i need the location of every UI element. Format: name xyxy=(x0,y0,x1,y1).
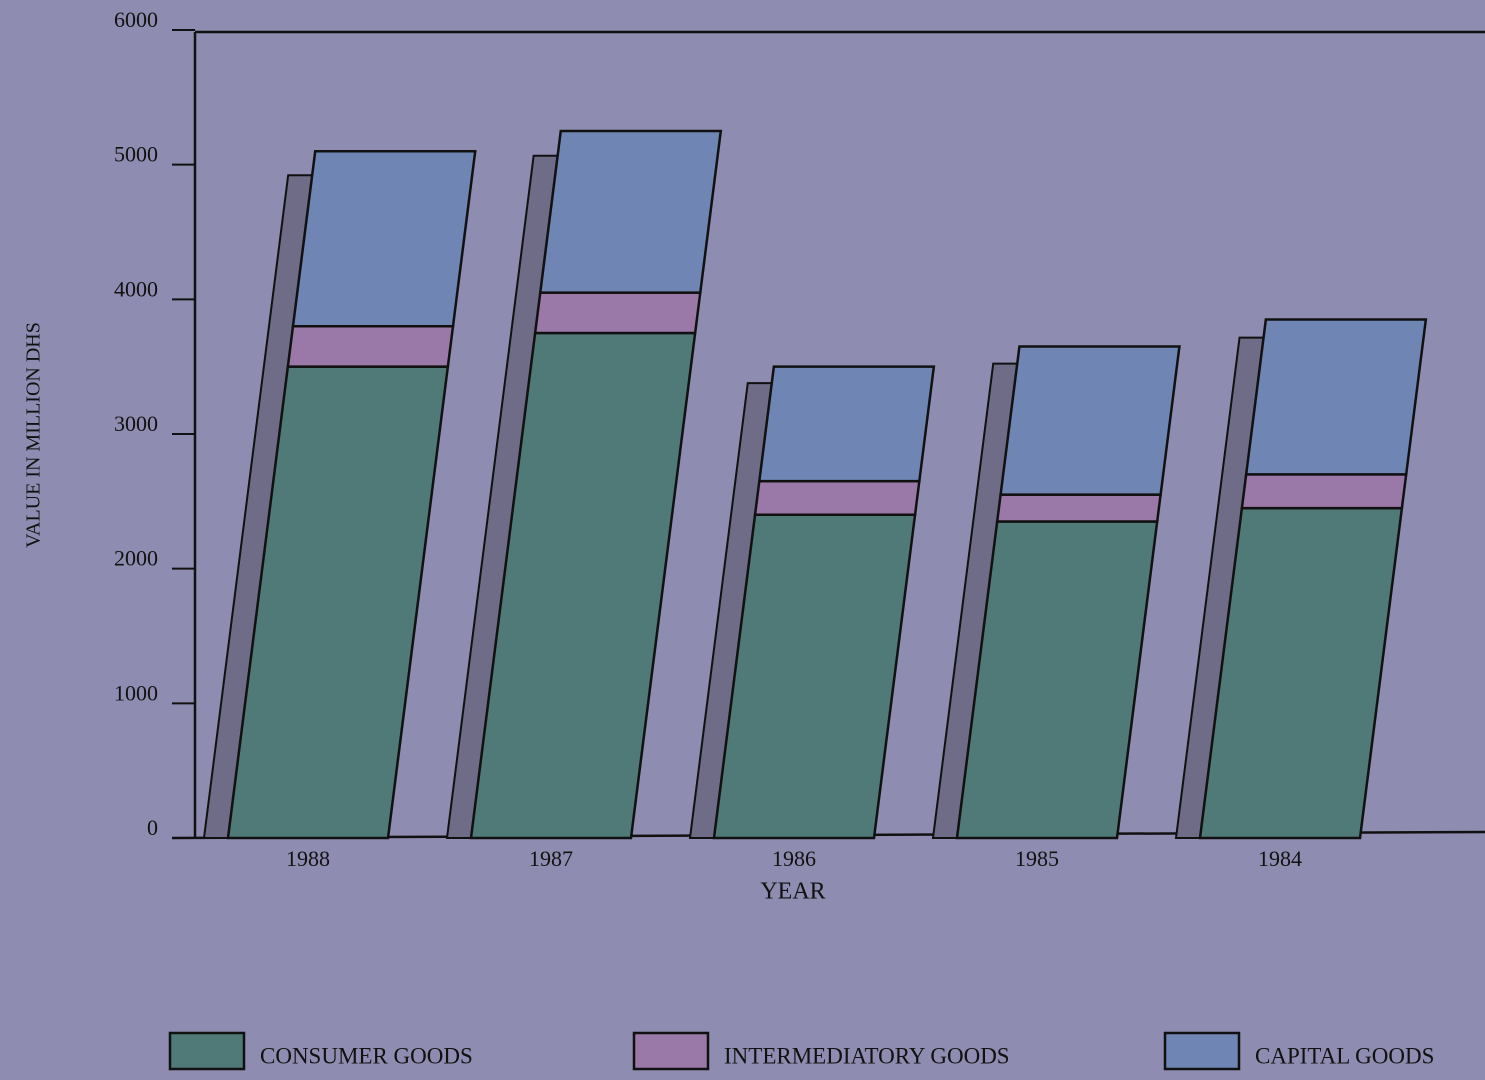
legend-label: CONSUMER GOODS xyxy=(260,1043,473,1068)
bar-segment xyxy=(999,345,1181,496)
y-tick-label: 6000 xyxy=(114,7,158,32)
bar-segment xyxy=(1240,473,1408,510)
bar-segment xyxy=(1244,318,1428,476)
x-tick-label: 1984 xyxy=(1258,846,1302,871)
legend-swatch xyxy=(1163,1031,1241,1071)
y-axis-title: VALUE IN MILLION DHS xyxy=(23,322,45,548)
y-tick-label: 2000 xyxy=(114,546,158,571)
legend-label: INTERMEDIATORY GOODS xyxy=(724,1043,1010,1068)
bar-segment xyxy=(995,493,1163,523)
y-tick-label: 0 xyxy=(147,815,158,840)
y-tick-label: 5000 xyxy=(114,142,158,167)
bar-segment xyxy=(286,325,455,368)
legend-swatch xyxy=(632,1031,710,1071)
y-tick-label: 1000 xyxy=(114,680,158,705)
bar-segment xyxy=(538,129,723,294)
legend-swatch xyxy=(168,1031,246,1071)
x-axis-title: YEAR xyxy=(760,879,825,905)
x-tick-label: 1985 xyxy=(1015,846,1059,871)
x-tick-label: 1986 xyxy=(772,846,816,871)
bar-segment xyxy=(753,479,921,517)
legend-label: CAPITAL GOODS xyxy=(1255,1043,1434,1068)
bar-segment xyxy=(757,365,936,483)
x-tick-label: 1987 xyxy=(529,846,573,871)
x-tick-label: 1988 xyxy=(286,846,330,871)
y-tick-label: 3000 xyxy=(114,411,158,436)
y-tick-label: 4000 xyxy=(114,276,158,301)
bar-segment xyxy=(533,291,702,335)
bar-segment xyxy=(291,149,477,328)
